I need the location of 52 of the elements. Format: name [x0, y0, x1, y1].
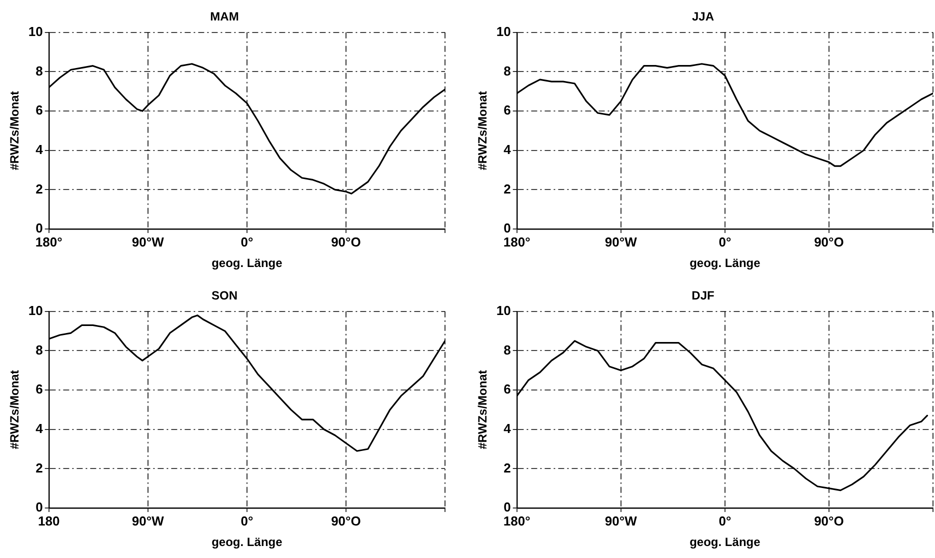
y-tick-label: 10 [496, 302, 511, 318]
x-axis-title: geog. Länge [690, 535, 761, 550]
y-tick-label: 6 [504, 382, 511, 397]
y-tick-label: 4 [36, 142, 44, 157]
y-axis-title: #RWZs/Monat [8, 91, 22, 170]
x-tick-label: 180° [503, 513, 530, 528]
x-tick-label: 90°O [814, 513, 844, 528]
x-tick-label: 0° [240, 234, 254, 250]
y-tick-label: 0 [504, 220, 511, 236]
chart-title: MAM [210, 10, 239, 24]
y-axis-title: #RWZs/Monat [8, 370, 22, 450]
y-tick-label: 0 [36, 220, 43, 236]
y-tick-label: 2 [504, 460, 511, 476]
y-axis-title: #RWZs/Monat [476, 370, 490, 450]
x-tick-label: 180 [38, 513, 60, 528]
x-tick-label: 90°W [604, 513, 638, 528]
x-axis-title: geog. Länge [212, 256, 283, 270]
x-tick-label: 0° [718, 513, 732, 528]
y-tick-label: 8 [36, 63, 43, 78]
y-tick-label: 2 [36, 181, 43, 196]
y-tick-label: 4 [504, 142, 512, 157]
x-tick-label: 0° [240, 513, 254, 528]
chart-title: DJF [692, 288, 714, 303]
x-tick-label: 90°W [132, 513, 165, 528]
x-tick-label: 0° [718, 234, 732, 250]
y-tick-label: 4 [36, 420, 44, 436]
y-tick-label: 8 [504, 342, 511, 358]
x-axis-title: geog. Länge [212, 535, 283, 550]
y-tick-label: 2 [36, 460, 43, 476]
y-tick-label: 8 [36, 342, 43, 358]
y-tick-label: 10 [28, 24, 43, 39]
x-tick-label: 90°W [604, 234, 638, 250]
y-tick-label: 0 [504, 500, 511, 515]
x-tick-label: 180° [35, 234, 62, 250]
x-axis-title: geog. Länge [690, 256, 761, 270]
y-tick-label: 0 [36, 500, 43, 515]
x-tick-label: 180° [503, 234, 530, 250]
y-tick-label: 6 [36, 102, 43, 118]
chart-title: SON [211, 288, 238, 303]
y-tick-label: 6 [504, 102, 511, 118]
x-tick-label: 90°W [132, 234, 165, 250]
y-tick-label: 10 [28, 302, 43, 318]
x-tick-label: 90°O [814, 234, 844, 250]
chart-title: JJA [692, 10, 714, 24]
x-tick-label: 90°O [331, 513, 361, 528]
y-axis-title: #RWZs/Monat [476, 91, 490, 170]
y-tick-label: 10 [496, 24, 511, 39]
y-tick-label: 6 [36, 382, 43, 397]
y-tick-label: 2 [504, 181, 511, 196]
y-tick-label: 4 [504, 420, 512, 436]
y-tick-label: 8 [504, 63, 511, 78]
x-tick-label: 90°O [331, 234, 361, 250]
